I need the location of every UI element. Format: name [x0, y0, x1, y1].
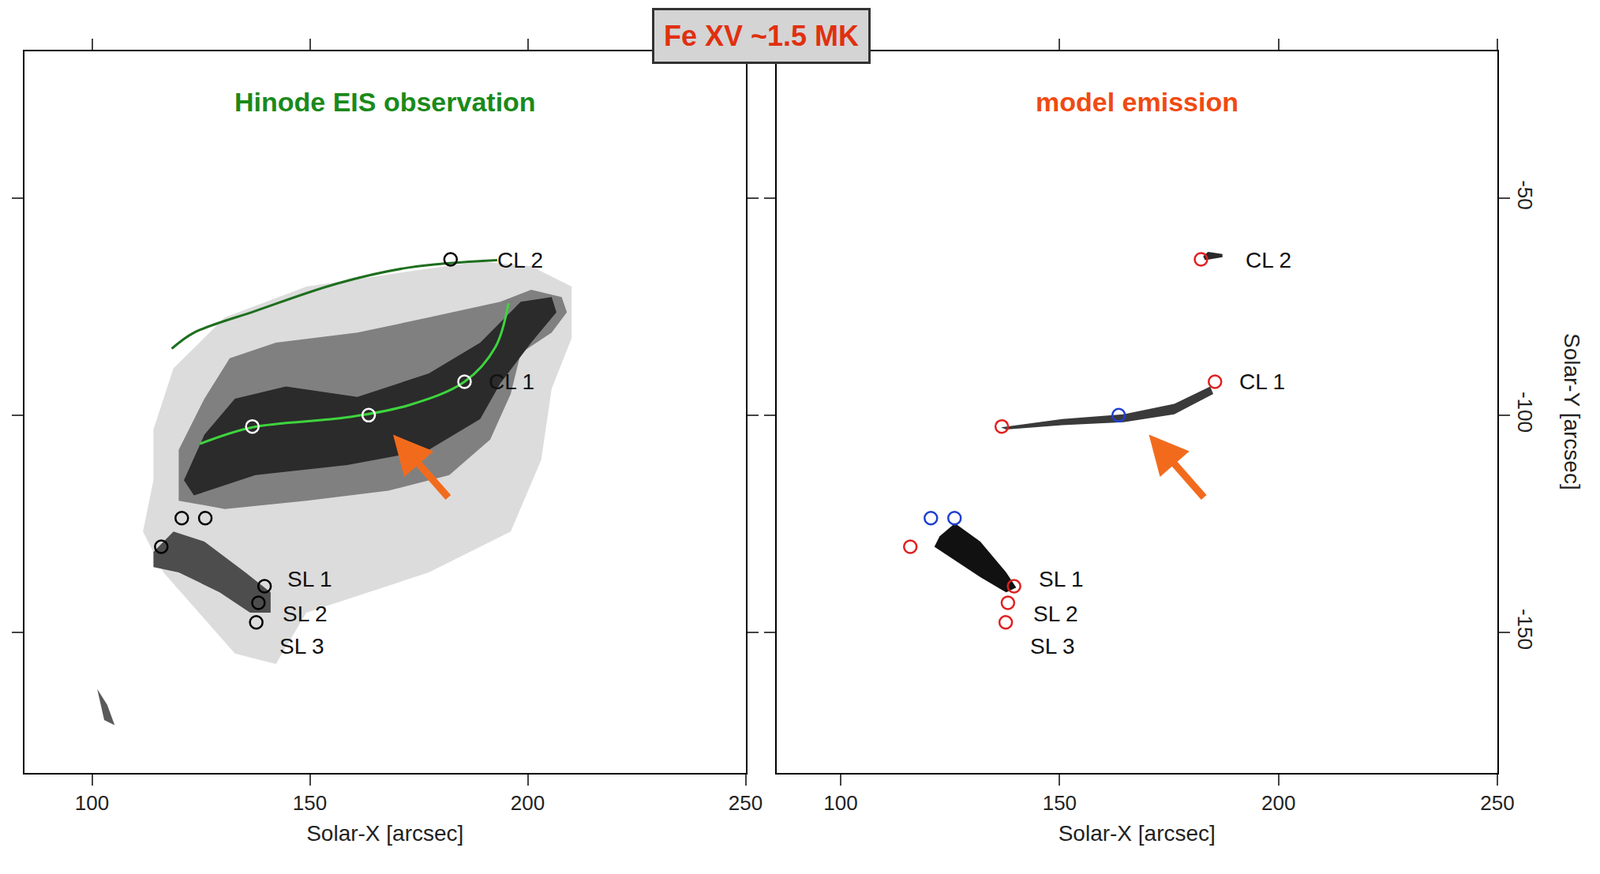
svg-text:-100: -100: [1513, 391, 1537, 433]
svg-text:150: 150: [292, 790, 327, 815]
svg-text:SL 3: SL 3: [279, 633, 325, 659]
svg-text:SL 1: SL 1: [287, 566, 333, 592]
svg-text:model emission: model emission: [1035, 86, 1239, 117]
svg-text:200: 200: [510, 790, 545, 815]
svg-text:Solar-X [arcsec]: Solar-X [arcsec]: [1058, 820, 1216, 846]
svg-text:SL 2: SL 2: [1033, 601, 1079, 626]
svg-text:SL 2: SL 2: [282, 601, 328, 626]
svg-text:100: 100: [823, 790, 858, 815]
svg-text:CL 2: CL 2: [497, 247, 544, 273]
svg-text:-150: -150: [1513, 608, 1537, 650]
svg-text:250: 250: [1480, 790, 1514, 815]
svg-text:Hinode EIS observation: Hinode EIS observation: [234, 86, 536, 117]
svg-text:CL 1: CL 1: [1239, 369, 1286, 394]
svg-text:SL 3: SL 3: [1030, 633, 1076, 659]
svg-text:CL 1: CL 1: [488, 369, 535, 394]
svg-text:Solar-X [arcsec]: Solar-X [arcsec]: [306, 820, 464, 846]
svg-text:-50: -50: [1513, 179, 1537, 210]
svg-text:200: 200: [1261, 790, 1296, 815]
svg-text:CL 2: CL 2: [1245, 247, 1292, 273]
svg-text:250: 250: [728, 790, 763, 815]
svg-text:Fe XV ~1.5 MK: Fe XV ~1.5 MK: [663, 19, 859, 53]
svg-text:100: 100: [74, 790, 109, 815]
svg-text:SL 1: SL 1: [1038, 566, 1084, 592]
svg-text:Solar-Y [arcsec]: Solar-Y [arcsec]: [1559, 333, 1585, 491]
svg-text:150: 150: [1042, 790, 1077, 815]
